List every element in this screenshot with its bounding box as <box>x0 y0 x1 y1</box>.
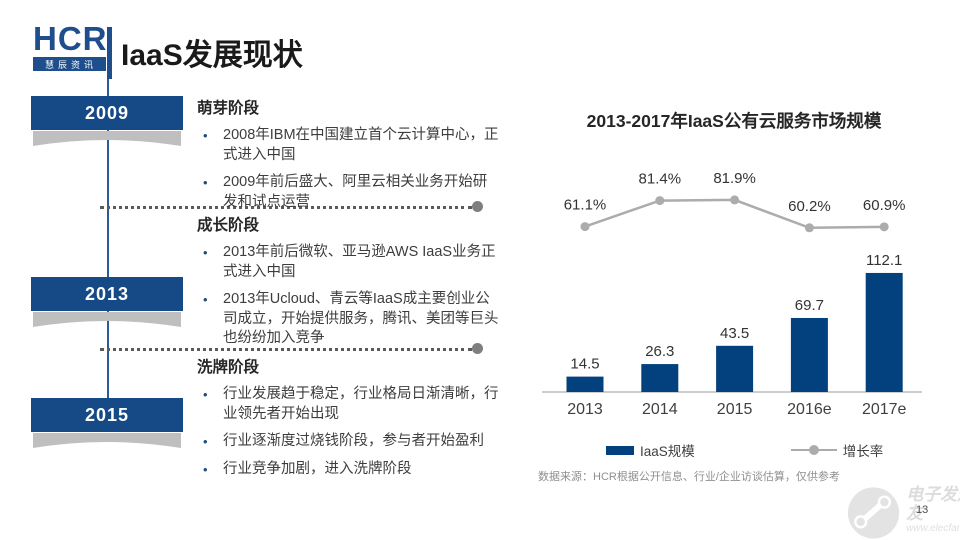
timeline-bullet: • 2008年IBM在中国建立首个云计算中心，正式进入中国 <box>197 126 499 165</box>
bar-2017e <box>865 272 903 392</box>
bullet-dot-icon: • <box>203 292 208 307</box>
growth-rate-point <box>879 222 889 232</box>
year-box-2013: 2013 <box>31 277 183 311</box>
watermark-title: 电子发烧友 <box>906 484 960 523</box>
chart-title: 2013-2017年IaaS公有云服务市场规模 <box>586 111 882 131</box>
timeline-bullet: • 2009年前后盛大、阿里云相关业务开始研发和试点运营 <box>197 173 499 212</box>
year-box-shadow <box>33 433 181 448</box>
bullet-dot-icon: • <box>203 387 208 402</box>
bullet-dot-icon: • <box>203 175 208 190</box>
stage-germination: 萌芽阶段 • 2008年IBM在中国建立首个云计算中心，正式进入中国 • 2009年前… <box>197 96 499 220</box>
chart-legend: IaaS规模 增长率 <box>530 440 942 460</box>
growth-rate-label: 61.1% <box>564 197 607 214</box>
growth-rate-point <box>580 222 590 232</box>
bullet-text: 2013年Ucloud、青云等IaaS成主要创业公司成立，开始提供服务，腾讯、美… <box>223 291 499 346</box>
bullet-text: 2008年IBM在中国建立首个云计算中心，正式进入中国 <box>223 127 499 163</box>
page-number: 13 <box>916 504 929 516</box>
bar-value-label: 69.7 <box>795 297 824 314</box>
bullet-dot-icon: • <box>203 245 208 260</box>
dotted-separator <box>100 348 472 351</box>
market-chart-svg: 14.5 26.3 43.5 69.7 112.1 61.1% 81.4% 81.9% 60.2… <box>542 170 922 418</box>
bar-value-label: 43.5 <box>720 325 749 342</box>
page-title: IaaS发展现状 <box>121 39 303 72</box>
legend-bar-swatch-icon <box>606 445 634 455</box>
legend-item-growth-rate: 增长率 <box>790 440 884 460</box>
bar-2014 <box>641 364 679 392</box>
watermark-text: 电子发烧友 www.elecfans.com <box>906 484 960 535</box>
bullet-dot-icon: • <box>203 434 208 449</box>
growth-rate-point <box>730 195 740 205</box>
x-axis-label: 2017e <box>862 401 907 418</box>
x-axis-label: 2013 <box>567 401 603 418</box>
bullet-text: 2013年前后微软、亚马逊AWS IaaS业务正式进入中国 <box>223 244 496 280</box>
stage-bullet-list: • 行业发展趋于稳定，行业格局日渐清晰，行业领先者开始出现 • 行业逐渐度过烧钱阶段，… <box>197 385 499 479</box>
growth-rate-point <box>804 223 814 233</box>
hcr-logo-text: HCR <box>33 20 108 57</box>
timeline-bullet: • 行业竞争加剧，进入洗牌阶段 <box>197 460 499 480</box>
timeline-bullet: • 2013年前后微软、亚马逊AWS IaaS业务正式进入中国 <box>197 243 499 282</box>
bullet-dot-icon: • <box>203 128 208 143</box>
dotted-separator-end-dot <box>472 201 483 212</box>
stage-title: 洗牌阶段 <box>197 359 260 376</box>
year-box-2009: 2009 <box>31 96 183 130</box>
timeline-bullet: • 2013年Ucloud、青云等IaaS成主要创业公司成立，开始提供服务，腾讯、… <box>197 290 499 349</box>
growth-rate-label: 81.4% <box>639 171 682 188</box>
year-box-shadow <box>33 131 181 146</box>
bullet-text: 2009年前后盛大、阿里云相关业务开始研发和试点运营 <box>223 174 488 210</box>
data-source-note: 数据来源：HCR根据公开信息、行业/企业访谈估算，仅供参考 <box>538 471 840 483</box>
stage-bullet-list: • 2013年前后微软、亚马逊AWS IaaS业务正式进入中国 • 2013年Uclo… <box>197 243 499 349</box>
stage-title: 成长阶段 <box>197 217 260 234</box>
stage-growth: 成长阶段 • 2013年前后微软、亚马逊AWS IaaS业务正式进入中国 • 2013… <box>197 213 499 357</box>
bar-2013 <box>566 376 604 392</box>
bar-2015 <box>716 345 754 392</box>
dotted-separator-end-dot <box>472 343 483 354</box>
dotted-separator <box>100 206 472 209</box>
bar-value-label: 26.3 <box>645 343 674 360</box>
bullet-text: 行业竞争加剧，进入洗牌阶段 <box>223 460 412 477</box>
header-divider <box>107 27 112 79</box>
x-axis-label: 2014 <box>642 401 678 418</box>
bar-2016e <box>790 317 828 392</box>
legend-label: IaaS规模 <box>640 444 695 459</box>
stage-bullet-list: • 2008年IBM在中国建立首个云计算中心，正式进入中国 • 2009年前后盛大、阿… <box>197 126 499 212</box>
growth-rate-label: 60.9% <box>863 197 906 214</box>
elecfans-watermark: 电子发烧友 www.elecfans.com <box>843 480 960 540</box>
bullet-text: 行业发展趋于稳定，行业格局日渐清晰，行业领先者开始出现 <box>223 386 499 422</box>
timeline-bullet: • 行业逐渐度过烧钱阶段，参与者开始盈利 <box>197 432 499 452</box>
hcr-logo-subtext: 慧辰资讯 <box>33 57 106 71</box>
timeline-bullet: • 行业发展趋于稳定，行业格局日渐清晰，行业领先者开始出现 <box>197 385 499 424</box>
growth-rate-label: 81.9% <box>713 170 756 187</box>
hcr-logo: HCR 慧辰资讯 <box>33 22 108 71</box>
timeline-line <box>107 79 109 401</box>
x-axis-label: 2015 <box>717 401 753 418</box>
stage-title: 萌芽阶段 <box>197 100 260 117</box>
growth-rate-label: 60.2% <box>788 198 831 215</box>
legend-item-iaas-scale: IaaS规模 <box>606 440 695 460</box>
growth-rate-point <box>655 196 665 206</box>
stage-shuffle: 洗牌阶段 • 行业发展趋于稳定，行业格局日渐清晰，行业领先者开始出现 • 行业逐渐度过… <box>197 355 499 487</box>
x-axis-label: 2016e <box>787 401 832 418</box>
elecfans-logo-icon <box>847 487 900 539</box>
legend-line-swatch-icon <box>790 445 837 456</box>
bar-value-label: 14.5 <box>570 356 599 373</box>
legend-label: 增长率 <box>842 444 884 459</box>
year-box-2015: 2015 <box>31 398 183 432</box>
watermark-url: www.elecfans.com <box>906 523 960 535</box>
bullet-text: 行业逐渐度过烧钱阶段，参与者开始盈利 <box>223 433 484 449</box>
bullet-dot-icon: • <box>203 461 208 477</box>
year-box-shadow <box>33 312 181 327</box>
bar-value-label: 112.1 <box>866 252 902 269</box>
